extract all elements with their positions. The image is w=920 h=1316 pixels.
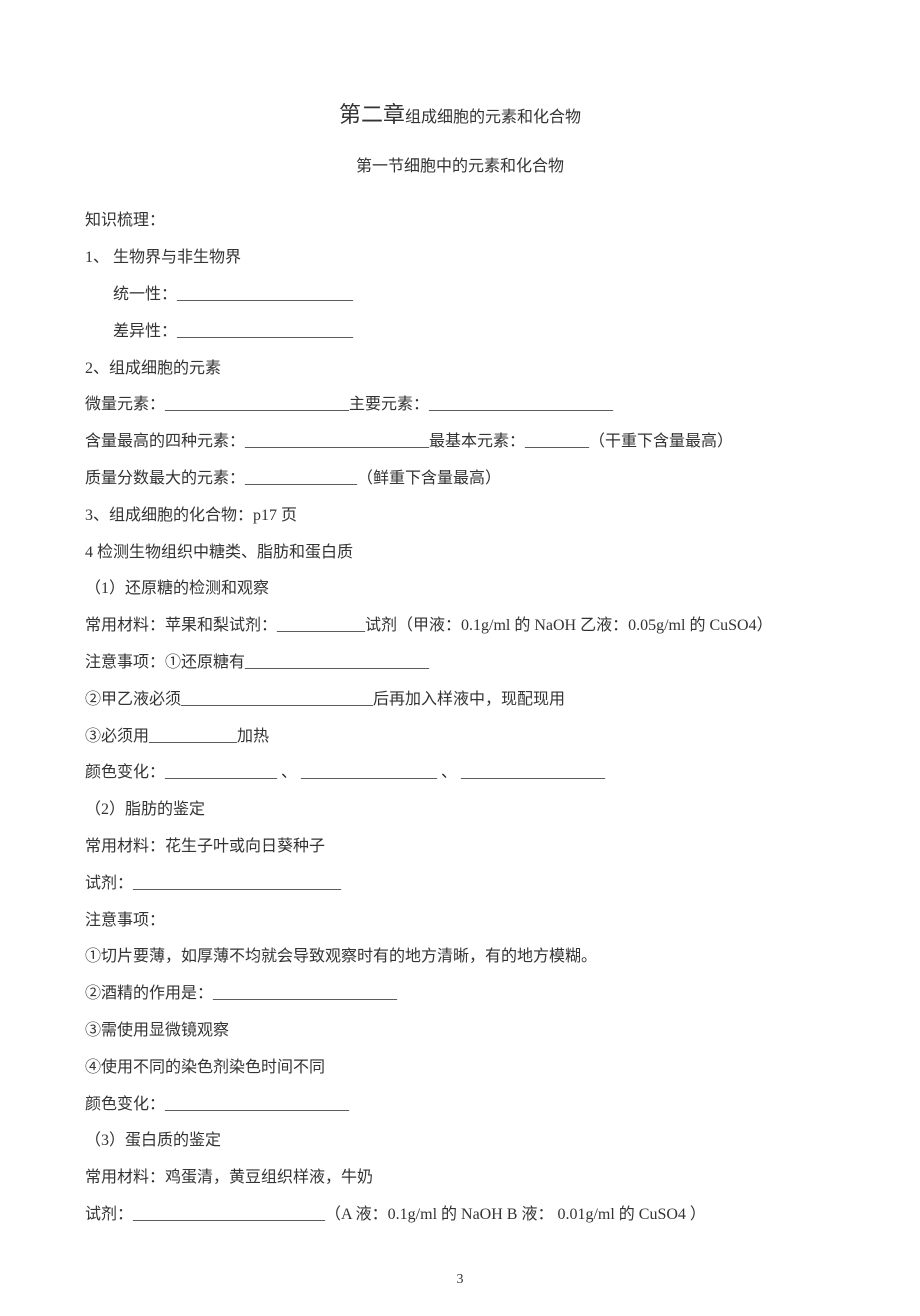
item-4-2-note1: ①切片要薄，如厚薄不均就会导致观察时有的地方清晰，有的地方模糊。	[85, 939, 835, 976]
item-2-top-four: 含量最高的四种元素：_______________________最基本元素：_…	[85, 424, 835, 461]
item-4-2-notes: 注意事项：	[85, 903, 835, 940]
item-4-2-note2: ②酒精的作用是：_______________________	[85, 976, 835, 1013]
chapter-title: 第二章组成细胞的元素和化合物	[85, 90, 835, 141]
item-2: 2、组成细胞的元素	[85, 351, 835, 388]
item-4-1-note3: ③必须用___________加热	[85, 719, 835, 756]
item-4-3: （3）蛋白质的鉴定	[85, 1123, 835, 1160]
item-2-trace-elements: 微量元素：_______________________主要元素：_______…	[85, 387, 835, 424]
page-number: 3	[85, 1264, 835, 1296]
item-4-2-note4: ④使用不同的染色剂染色时间不同	[85, 1050, 835, 1087]
item-3: 3、组成细胞的化合物：p17 页	[85, 498, 835, 535]
item-4-1-color: 颜色变化：______________ 、 _________________ …	[85, 755, 835, 792]
item-4-2-reagent: 试剂：__________________________	[85, 866, 835, 903]
item-4-3-reagent: 试剂：________________________（A 液：0.1g/ml …	[85, 1197, 835, 1234]
section-title: 第一节细胞中的元素和化合物	[85, 149, 835, 186]
item-1-unity: 统一性：______________________	[85, 277, 835, 314]
item-1-difference: 差异性：______________________	[85, 314, 835, 351]
chapter-suffix: 组成细胞的元素和化合物	[405, 109, 581, 126]
item-4-2-note3: ③需使用显微镜观察	[85, 1013, 835, 1050]
item-4-1: （1）还原糖的检测和观察	[85, 571, 835, 608]
item-1: 1、 生物界与非生物界	[85, 240, 835, 277]
chapter-prefix: 第二章	[339, 102, 405, 127]
item-4: 4 检测生物组织中糖类、脂肪和蛋白质	[85, 535, 835, 572]
item-4-1-materials: 常用材料：苹果和梨试剂：___________试剂（甲液：0.1g/ml 的 N…	[85, 608, 835, 645]
item-4-3-materials: 常用材料：鸡蛋清，黄豆组织样液，牛奶	[85, 1160, 835, 1197]
document-page: 第二章组成细胞的元素和化合物 第一节细胞中的元素和化合物 知识梳理： 1、 生物…	[0, 0, 920, 1316]
item-4-2-materials: 常用材料：花生子叶或向日葵种子	[85, 829, 835, 866]
item-4-1-note1: 注意事项：①还原糖有_______________________	[85, 645, 835, 682]
item-4-2-color: 颜色变化：_______________________	[85, 1087, 835, 1124]
heading-knowledge: 知识梳理：	[85, 203, 835, 240]
item-4-2: （2）脂肪的鉴定	[85, 792, 835, 829]
item-4-1-note2: ②甲乙液必须________________________后再加入样液中，现配…	[85, 682, 835, 719]
item-2-mass-fraction: 质量分数最大的元素：______________（鲜重下含量最高）	[85, 461, 835, 498]
